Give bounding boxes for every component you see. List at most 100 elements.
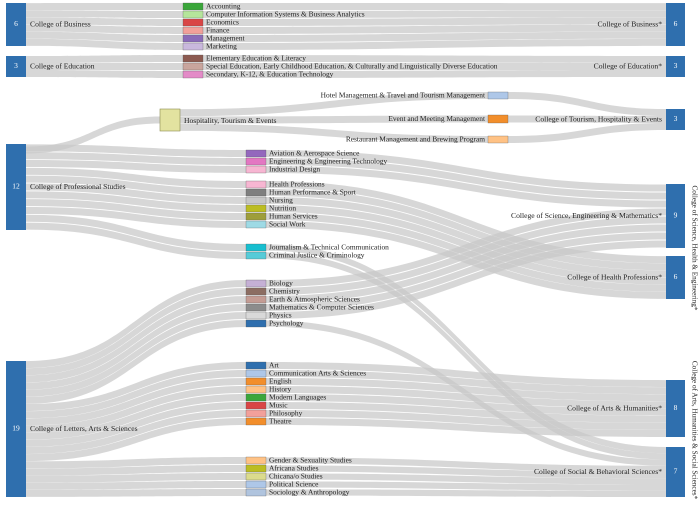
link-from-sociology-anthropology bbox=[266, 489, 666, 497]
link-from-secondary-k-12-education-technology bbox=[203, 70, 666, 78]
dept-node-accounting bbox=[182, 2, 204, 11]
college-node-education bbox=[6, 56, 26, 77]
link-from-music bbox=[266, 402, 666, 423]
dept-label-human-performance-sport: Human Performance & Sport bbox=[269, 188, 357, 197]
dept-label-political-science: Political Science bbox=[269, 480, 319, 489]
new-college-count-r_social: 7 bbox=[674, 467, 678, 476]
dept-node-special-education-early-childhood-education-culturally-and-linguistically-diverse-education bbox=[182, 62, 204, 71]
dept-node-marketing bbox=[182, 42, 204, 51]
dept-node-industrial-design bbox=[245, 165, 267, 174]
link-from-criminal-justice-criminology bbox=[266, 252, 666, 460]
link-from-finance bbox=[203, 24, 666, 34]
link-to-finance bbox=[26, 24, 183, 34]
college-label-education: College of Education bbox=[30, 61, 95, 70]
link-to-sociology-anthropology bbox=[26, 489, 246, 497]
college-count-professional: 12 bbox=[12, 182, 20, 191]
new-college-node-r_business bbox=[666, 3, 685, 46]
dept-node-africana-studies bbox=[245, 464, 267, 473]
dept-label-earth-atmospheric-sciences: Earth & Atmospheric Sciences bbox=[269, 295, 360, 304]
link-from-social-work bbox=[266, 221, 666, 299]
dept-label-nursing: Nursing bbox=[269, 196, 293, 205]
link-from-earth-atmospheric-sciences bbox=[266, 224, 666, 303]
hospitality-group-node bbox=[159, 108, 181, 132]
dept-node-modern-languages bbox=[245, 393, 267, 402]
dept-node-human-services bbox=[245, 212, 267, 221]
link-to-music bbox=[26, 402, 246, 447]
new-college-label-r_business: College of Business* bbox=[597, 19, 662, 28]
dept-label-hotel-management-travel-and-tourism-management: Hotel Management & Travel and Tourism Ma… bbox=[321, 91, 486, 100]
link-from-mathematics-computer-sciences bbox=[266, 232, 666, 311]
hospitality-group-label: Hospitality, Tourism & Events bbox=[184, 116, 277, 125]
link-from-history bbox=[266, 386, 666, 409]
link-to-management bbox=[26, 31, 183, 42]
dept-label-modern-languages: Modern Languages bbox=[269, 393, 326, 402]
dept-node-sociology-anthropology bbox=[245, 488, 267, 497]
dept-label-management: Management bbox=[206, 34, 246, 43]
link-from-restaurant-management-and-brewing-program bbox=[508, 123, 666, 143]
link-to-gender-sexuality-studies bbox=[26, 457, 246, 469]
link-to-communication-arts-sciences bbox=[26, 370, 246, 419]
link-from-engineering-engineering-technology bbox=[266, 158, 666, 200]
link-to-biology bbox=[26, 280, 246, 369]
college-node-letters bbox=[6, 361, 26, 497]
link-to-english bbox=[26, 378, 246, 426]
link-to-hotel-management-travel-and-tourism-management bbox=[180, 92, 488, 117]
link-to-marketing bbox=[26, 38, 183, 50]
dept-node-journalism-technical-communication bbox=[245, 243, 267, 252]
dept-label-secondary-k-12-education-technology: Secondary, K-12, & Education Technology bbox=[206, 70, 334, 79]
link-from-elementary-education-literacy bbox=[203, 55, 666, 63]
link-from-management bbox=[203, 31, 666, 42]
link-from-gender-sexuality-studies bbox=[266, 457, 666, 472]
dept-label-biology: Biology bbox=[269, 279, 293, 288]
link-from-hotel-management-travel-and-tourism-management bbox=[508, 92, 666, 116]
dept-node-theatre bbox=[245, 417, 267, 426]
link-from-economics bbox=[203, 17, 666, 26]
dept-label-philosophy: Philosophy bbox=[269, 409, 303, 418]
dept-label-english: English bbox=[269, 377, 292, 386]
link-from-english bbox=[266, 378, 666, 402]
dept-label-aviation-aerospace-science: Aviation & Aerospace Science bbox=[269, 149, 360, 158]
dept-node-chemistry bbox=[245, 287, 267, 296]
dept-node-political-science bbox=[245, 480, 267, 489]
dept-node-communication-arts-sciences bbox=[245, 369, 267, 378]
link-to-journalism-technical-communication bbox=[26, 214, 246, 251]
link-from-human-performance-sport bbox=[266, 189, 666, 271]
dept-label-theatre: Theatre bbox=[269, 417, 292, 426]
link-from-computer-information-systems-business-analytics bbox=[203, 10, 666, 18]
link-to-theatre bbox=[26, 418, 246, 462]
link-from-chemistry bbox=[266, 216, 666, 295]
dept-label-criminal-justice-criminology: Criminal Justice & Criminology bbox=[269, 251, 365, 260]
link-to-philosophy bbox=[26, 410, 246, 454]
new-college-label-r_education: College of Education* bbox=[594, 61, 663, 70]
dept-node-gender-sexuality-studies bbox=[245, 456, 267, 465]
link-to-psychology bbox=[26, 320, 246, 404]
link-from-nursing bbox=[266, 197, 666, 278]
link-to-elementary-education-literacy bbox=[26, 55, 183, 63]
dept-label-nutrition: Nutrition bbox=[269, 204, 296, 213]
link-to-accounting bbox=[26, 3, 183, 11]
links-layer bbox=[26, 3, 666, 497]
dept-node-secondary-k-12-education-technology bbox=[182, 70, 204, 79]
college-node-professional bbox=[6, 144, 26, 230]
dept-label-engineering-engineering-technology: Engineering & Engineering Technology bbox=[269, 157, 387, 166]
dept-node-aviation-aerospace-science bbox=[245, 149, 267, 158]
dept-node-earth-atmospheric-sciences bbox=[245, 295, 267, 304]
link-from-biology bbox=[266, 208, 666, 287]
dept-label-sociology-anthropology: Sociology & Anthropology bbox=[269, 488, 350, 497]
dept-label-special-education-early-childhood-education-culturally-and-linguistically-diverse-education: Special Education, Early Childhood Educa… bbox=[206, 62, 498, 71]
link-to-human-services bbox=[26, 199, 246, 220]
link-from-africana-studies bbox=[266, 465, 666, 479]
dept-node-mathematics-computer-sciences bbox=[245, 303, 267, 312]
college-count-business: 6 bbox=[14, 19, 18, 28]
dept-label-gender-sexuality-studies: Gender & Sexuality Studies bbox=[269, 456, 352, 465]
link-from-aviation-aerospace-science bbox=[266, 150, 666, 192]
dept-node-history bbox=[245, 385, 267, 394]
link-to-nutrition bbox=[26, 191, 246, 212]
dept-node-chicana-o-studies bbox=[245, 472, 267, 481]
new-college-node-r_science bbox=[666, 184, 685, 248]
new-college-label-r_science: College of Science, Engineering & Mathem… bbox=[511, 211, 662, 220]
link-to-engineering-engineering-technology bbox=[26, 152, 246, 165]
link-to-event-and-meeting-management bbox=[180, 115, 488, 124]
link-to-chemistry bbox=[26, 288, 246, 376]
